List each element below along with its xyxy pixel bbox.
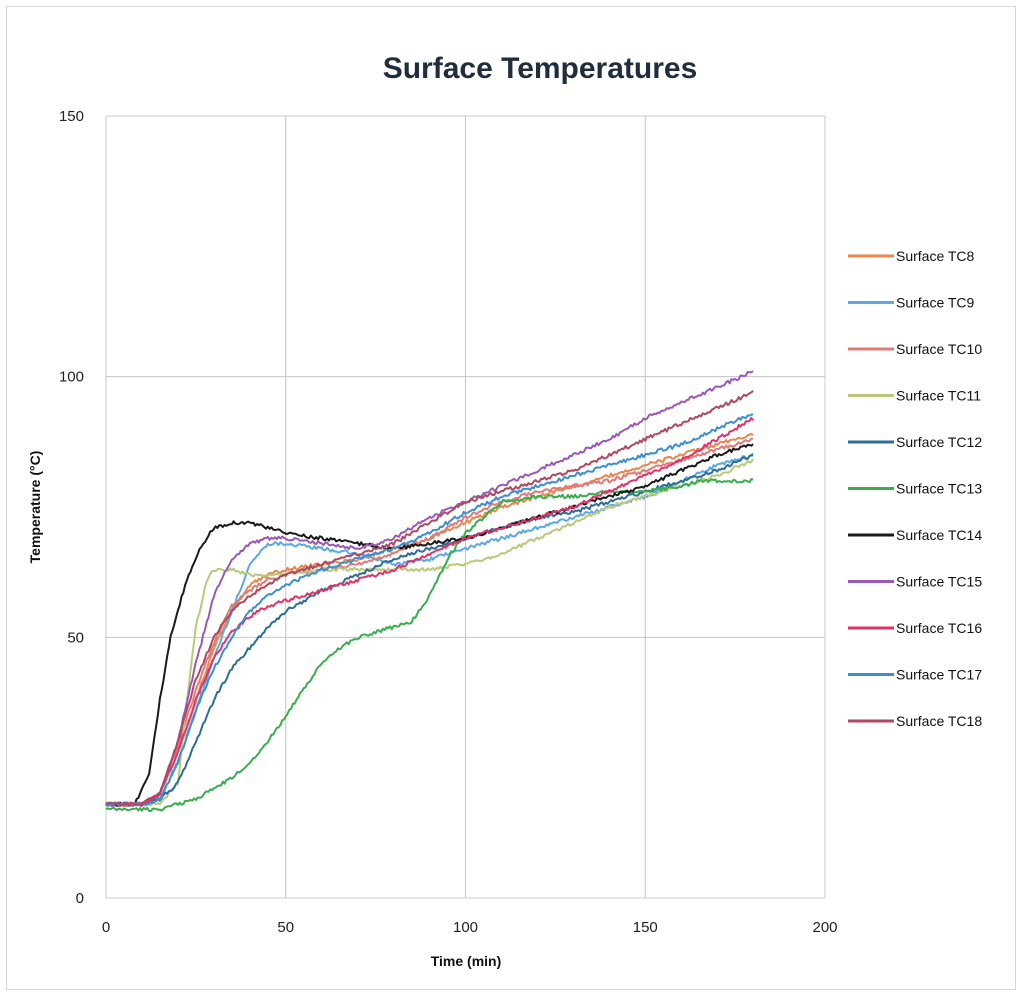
x-tick-label: 0 [102, 919, 110, 936]
legend-label: Surface TC15 [896, 574, 982, 590]
y-tick-label: 0 [76, 890, 84, 907]
legend-label: Surface TC17 [896, 667, 982, 683]
grid-lines [106, 116, 825, 898]
y-tick-label: 150 [59, 108, 84, 125]
series-line-surface-tc12 [105, 454, 754, 807]
legend-label: Surface TC10 [896, 341, 982, 357]
series-line-surface-tc9 [105, 452, 754, 807]
legend-label: Surface TC14 [896, 527, 982, 543]
series-line-surface-tc13 [105, 478, 754, 812]
series-line-surface-tc11 [105, 458, 754, 807]
series-line-surface-tc10 [105, 437, 754, 807]
series-line-surface-tc15 [105, 370, 754, 807]
legend-label: Surface TC18 [896, 713, 982, 729]
legend-label: Surface TC13 [896, 481, 982, 497]
series-lines [105, 370, 754, 812]
axis-ticks: 0 50 100 150 200 0 50 100 150 [59, 108, 838, 936]
x-tick-label: 150 [633, 919, 658, 936]
series-line-surface-tc16 [105, 417, 754, 807]
legend-label: Surface TC11 [896, 388, 981, 404]
legend-label: Surface TC16 [896, 620, 982, 636]
legend-label: Surface TC12 [896, 434, 982, 450]
x-tick-label: 100 [453, 919, 478, 936]
series-line-surface-tc14 [105, 443, 754, 807]
y-axis-label: Temperature (°C) [27, 451, 43, 564]
y-tick-label: 100 [59, 369, 84, 386]
legend: Surface TC8 Surface TC9 Surface TC10 Surfac… [848, 248, 982, 729]
series-line-surface-tc18 [105, 390, 754, 807]
y-tick-label: 50 [67, 629, 84, 646]
x-tick-label: 200 [812, 919, 837, 936]
legend-label: Surface TC8 [896, 248, 975, 264]
legend-label: Surface TC9 [896, 295, 975, 311]
chart-title: Surface Temperatures [383, 52, 698, 85]
x-tick-label: 50 [277, 919, 294, 936]
chart-frame [6, 6, 1016, 990]
x-axis-label: Time (min) [431, 953, 502, 969]
plot-area [105, 115, 826, 899]
series-line-surface-tc17 [105, 413, 754, 807]
